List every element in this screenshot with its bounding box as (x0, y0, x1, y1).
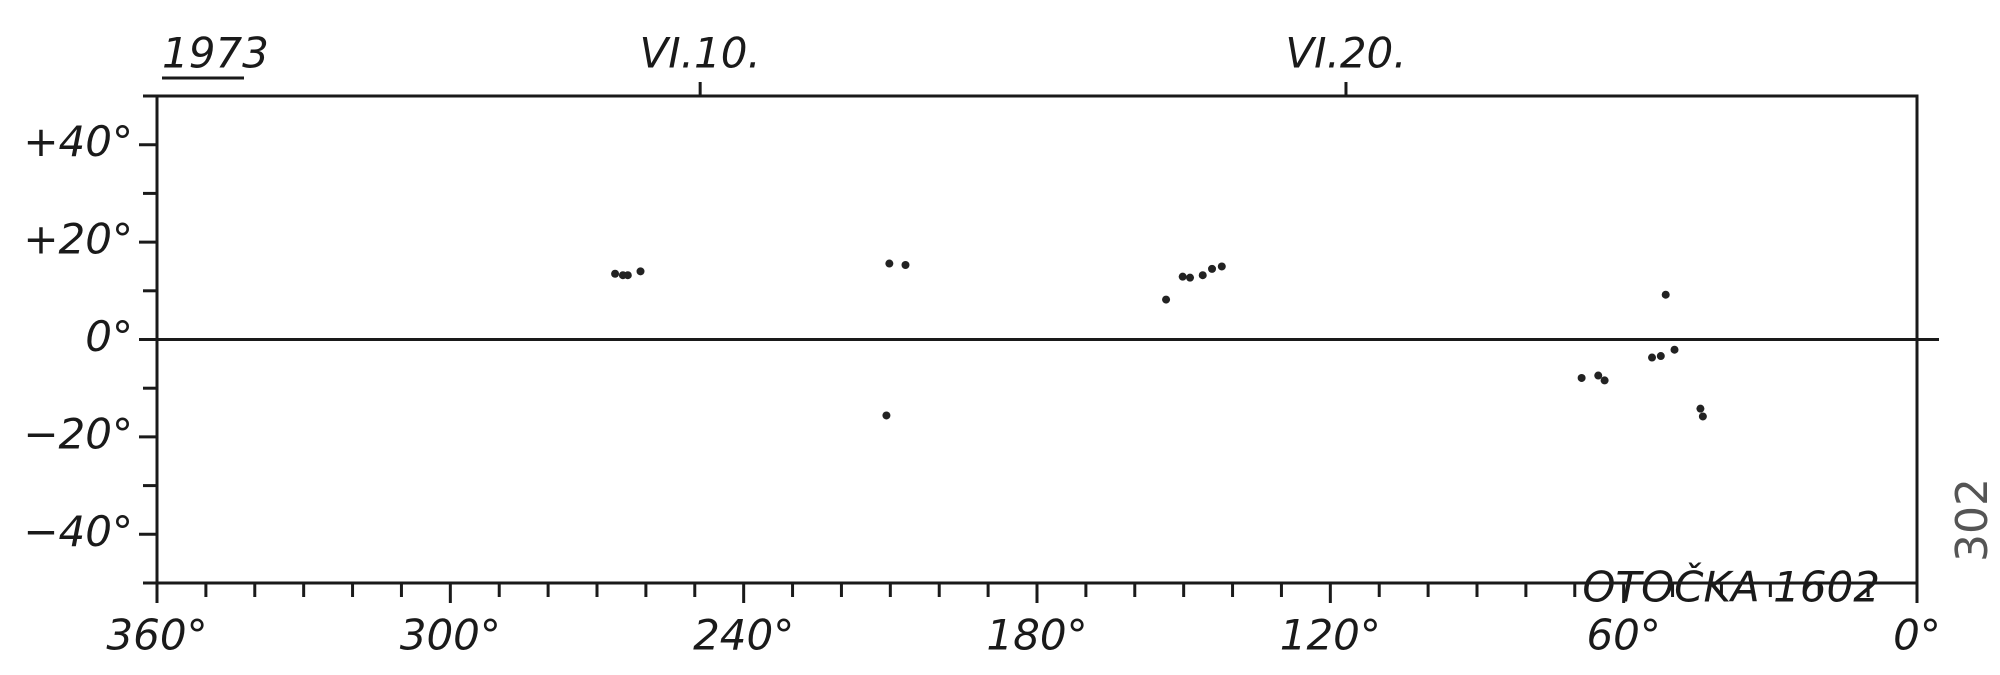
top-tick-label: VI.10. (640, 29, 761, 78)
top-tick-label: VI.20. (1285, 29, 1406, 78)
sunspot (1198, 271, 1207, 280)
x-tick-label: 180° (986, 611, 1087, 660)
sunspot (1186, 273, 1195, 282)
sunspot (885, 259, 894, 268)
sunspot (623, 271, 632, 280)
sunspot (882, 411, 891, 420)
y-tick-label: +20° (23, 215, 133, 264)
annotation: OTOČKA 1602 (1582, 562, 1880, 612)
x-tick-label: 300° (400, 611, 501, 660)
sunspot (611, 269, 620, 278)
x-tick-label: 60° (1586, 611, 1660, 660)
x-tick-label: 360° (106, 611, 207, 660)
page-number: 302 (1947, 478, 1998, 562)
sunspot (1577, 373, 1586, 382)
sunspot (1162, 295, 1171, 304)
sunspot (1217, 262, 1226, 271)
sunspot (1600, 376, 1609, 385)
sunspot (1178, 272, 1187, 281)
sunspot (1661, 290, 1670, 299)
year-label: 1973 (162, 29, 269, 78)
y-tick-label: −40° (23, 507, 133, 556)
sunspot (1208, 264, 1217, 273)
sunspot (1696, 404, 1705, 413)
x-tick-label: 0° (1893, 611, 1941, 660)
y-tick-label: +40° (23, 117, 133, 166)
x-tick-label: 120° (1280, 611, 1381, 660)
sunspot (1594, 371, 1603, 380)
sunspot (1670, 345, 1679, 354)
sunspot (1698, 412, 1707, 421)
y-tick-label: −20° (23, 409, 133, 458)
sunspot (1656, 352, 1665, 361)
x-tick-label: 240° (693, 611, 794, 660)
y-tick-label: 0° (85, 312, 133, 361)
sunspot (901, 260, 910, 269)
sunspot (636, 267, 645, 276)
sunspot (1648, 353, 1657, 362)
